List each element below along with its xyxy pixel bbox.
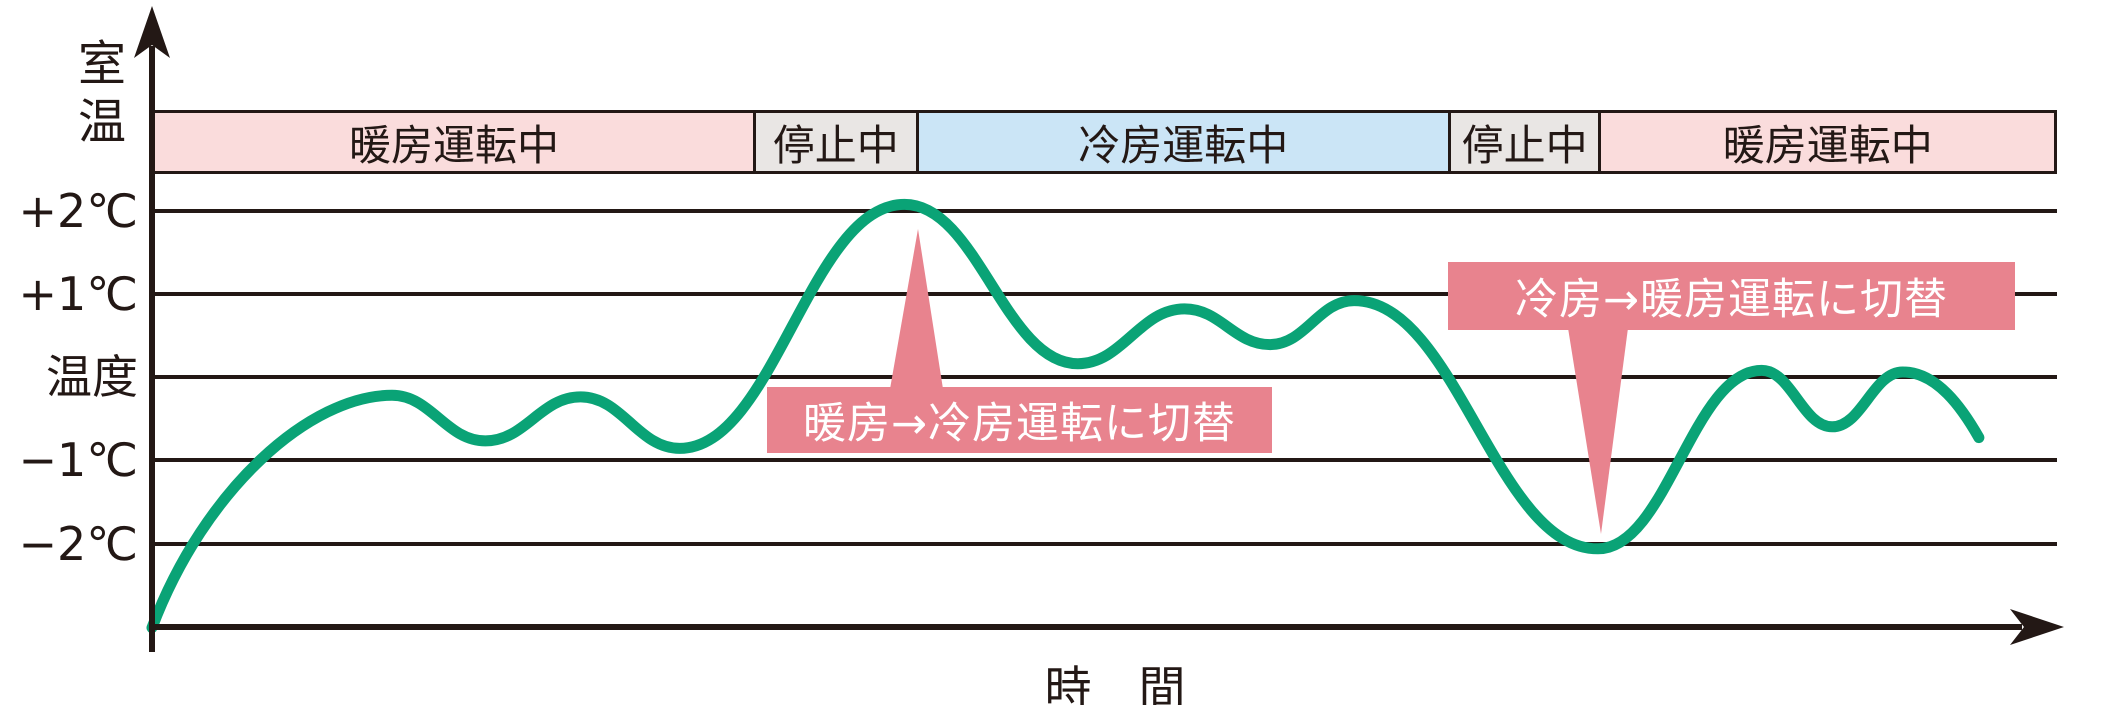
band-stopped-2-label: 停止中	[1461, 120, 1588, 170]
x-axis-title: 時 間	[1044, 662, 1186, 705]
ytick-zero: 温度	[46, 350, 138, 404]
ytick-plus1: +1℃	[18, 267, 138, 321]
operation-mode-banner: 暖房運転中 停止中 冷房運転中 停止中 暖房運転中	[152, 110, 2057, 174]
x-axis-arrowhead-icon	[2010, 609, 2064, 645]
band-cooling-label: 冷房運転中	[1078, 120, 1289, 170]
y-axis-arrowhead-icon	[134, 6, 170, 58]
ytick-minus1: −1℃	[18, 433, 138, 487]
callout-pointer-down-icon	[1568, 328, 1628, 534]
ytick-minus2: −2℃	[18, 517, 138, 571]
band-stopped-2: 停止中	[1450, 113, 1602, 171]
callout-cooling-to-heating: 冷房→暖房運転に切替	[1448, 262, 2015, 330]
band-heating-2: 暖房運転中	[1601, 113, 2054, 171]
y-axis-title: 室温	[69, 38, 125, 154]
callout-heating-to-cooling-label: 暖房→冷房運転に切替	[802, 399, 1237, 449]
temperature-curve	[146, 198, 1985, 634]
band-cooling: 冷房運転中	[918, 113, 1451, 171]
ytick-plus2: +2℃	[18, 184, 138, 238]
band-heating-2-label: 暖房運転中	[1722, 120, 1933, 170]
band-stopped-1: 停止中	[756, 113, 919, 171]
callout-pointer-up-icon	[890, 229, 943, 389]
callout-cooling-to-heating-label: 冷房→暖房運転に切替	[1514, 275, 1949, 325]
band-heating-1-label: 暖房運転中	[349, 120, 560, 170]
band-stopped-1-label: 停止中	[772, 120, 899, 170]
band-heating-1: 暖房運転中	[155, 113, 757, 171]
callout-heating-to-cooling: 暖房→冷房運転に切替	[767, 387, 1272, 453]
